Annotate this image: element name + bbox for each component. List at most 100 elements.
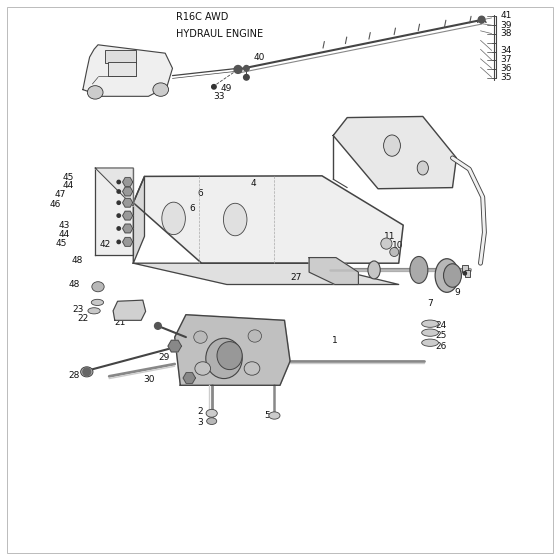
Text: 3: 3 <box>197 418 203 427</box>
Text: 7: 7 <box>427 299 432 308</box>
Text: 42: 42 <box>100 240 111 249</box>
Ellipse shape <box>269 412 280 419</box>
Text: 39: 39 <box>500 21 512 30</box>
Ellipse shape <box>422 320 438 327</box>
Text: 8: 8 <box>448 279 454 288</box>
Polygon shape <box>123 211 133 220</box>
Text: 45: 45 <box>56 239 67 248</box>
Bar <box>108 62 136 76</box>
Circle shape <box>117 214 120 217</box>
Text: 25: 25 <box>436 332 447 340</box>
Polygon shape <box>168 340 181 352</box>
Ellipse shape <box>87 86 103 99</box>
Ellipse shape <box>92 282 104 292</box>
Ellipse shape <box>206 338 242 379</box>
Text: 46: 46 <box>49 200 60 209</box>
Polygon shape <box>95 168 133 206</box>
Ellipse shape <box>244 362 260 375</box>
Text: 10: 10 <box>392 241 404 250</box>
Text: 48: 48 <box>72 256 83 265</box>
Circle shape <box>117 240 120 244</box>
Text: 9: 9 <box>455 288 460 297</box>
Polygon shape <box>123 187 133 196</box>
Ellipse shape <box>217 342 242 370</box>
Polygon shape <box>123 237 133 246</box>
Text: 11: 11 <box>384 232 395 241</box>
Ellipse shape <box>162 202 185 235</box>
Text: 6: 6 <box>189 204 195 213</box>
Ellipse shape <box>410 256 428 283</box>
Text: R16C AWD: R16C AWD <box>176 12 229 22</box>
Ellipse shape <box>390 248 399 256</box>
Text: 2: 2 <box>197 407 203 416</box>
Text: 43: 43 <box>59 221 70 230</box>
Ellipse shape <box>248 330 262 342</box>
Text: 26: 26 <box>436 342 447 351</box>
Text: 44: 44 <box>59 230 70 239</box>
Polygon shape <box>309 258 358 284</box>
Circle shape <box>244 74 249 80</box>
Circle shape <box>117 180 120 184</box>
Circle shape <box>234 66 242 73</box>
Circle shape <box>212 85 216 89</box>
Text: 47: 47 <box>55 190 66 199</box>
Text: 49: 49 <box>220 84 231 93</box>
Text: 23: 23 <box>73 305 84 314</box>
Text: 21: 21 <box>115 318 126 327</box>
Polygon shape <box>113 300 146 320</box>
Bar <box>462 265 468 272</box>
Circle shape <box>117 190 120 193</box>
Polygon shape <box>95 168 133 255</box>
Polygon shape <box>123 198 133 207</box>
Ellipse shape <box>444 264 461 287</box>
Text: 30: 30 <box>143 375 155 384</box>
Text: 6: 6 <box>197 189 203 198</box>
Text: 45: 45 <box>63 173 74 182</box>
Ellipse shape <box>207 418 217 424</box>
Ellipse shape <box>422 329 438 336</box>
Text: 35: 35 <box>500 73 512 82</box>
Text: 4: 4 <box>251 179 256 188</box>
Text: 41: 41 <box>500 11 511 20</box>
Polygon shape <box>175 315 290 385</box>
Ellipse shape <box>206 409 217 417</box>
Polygon shape <box>133 176 403 263</box>
Polygon shape <box>133 176 144 263</box>
Ellipse shape <box>384 135 400 156</box>
Text: 37: 37 <box>500 55 512 64</box>
Circle shape <box>155 323 161 329</box>
Ellipse shape <box>91 300 104 306</box>
Ellipse shape <box>153 83 169 96</box>
Ellipse shape <box>88 308 100 314</box>
Polygon shape <box>133 263 399 284</box>
Text: 28: 28 <box>68 371 80 380</box>
Ellipse shape <box>81 367 93 377</box>
Circle shape <box>463 272 466 275</box>
Ellipse shape <box>194 331 207 343</box>
Polygon shape <box>83 45 172 96</box>
Ellipse shape <box>368 261 380 279</box>
Text: 36: 36 <box>500 64 512 73</box>
Text: 5: 5 <box>264 411 270 420</box>
Text: 31: 31 <box>190 361 202 370</box>
Ellipse shape <box>435 259 459 292</box>
Text: 40: 40 <box>253 53 264 62</box>
Text: 50: 50 <box>186 342 198 351</box>
Text: 24: 24 <box>436 321 447 330</box>
Bar <box>465 270 470 277</box>
Circle shape <box>83 368 91 376</box>
Text: 33: 33 <box>213 92 225 101</box>
Ellipse shape <box>422 339 438 346</box>
Circle shape <box>117 201 120 204</box>
Circle shape <box>244 66 249 71</box>
Polygon shape <box>123 224 133 233</box>
Polygon shape <box>183 372 195 384</box>
Text: 27: 27 <box>290 273 301 282</box>
Text: 29: 29 <box>158 353 169 362</box>
Text: 48: 48 <box>68 280 80 289</box>
Ellipse shape <box>381 238 392 249</box>
Text: HYDRAUL ENGINE: HYDRAUL ENGINE <box>176 29 264 39</box>
Text: 1: 1 <box>332 336 337 345</box>
Circle shape <box>117 227 120 230</box>
Ellipse shape <box>223 203 247 236</box>
